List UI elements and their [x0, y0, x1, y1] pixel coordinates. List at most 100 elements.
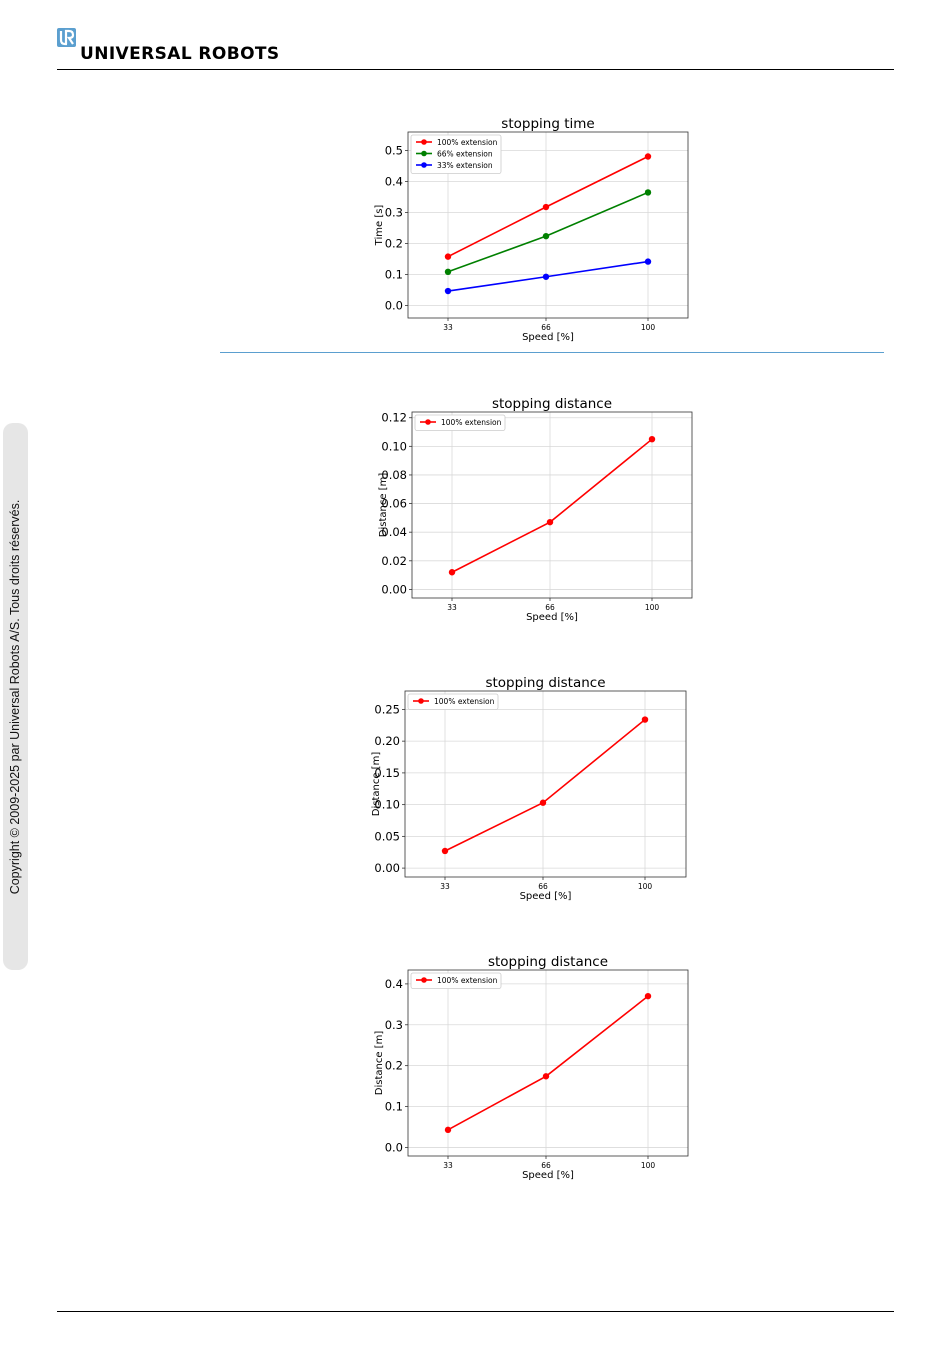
- plot-frame: [407, 131, 689, 319]
- y-tick-label: 0.1: [385, 268, 403, 282]
- series-line: [444, 718, 646, 852]
- x-tick-label: 33: [440, 882, 450, 891]
- x-tick-label: 100: [641, 323, 656, 332]
- y-tick-label: 0.00: [381, 582, 407, 596]
- y-axis-label: Distance [m]: [374, 1031, 385, 1096]
- y-tick-label: 0.10: [381, 439, 407, 453]
- y-tick-label: 0.0: [385, 1140, 403, 1154]
- x-tick-label: 100: [645, 603, 660, 612]
- x-tick-label: 66: [541, 1161, 551, 1170]
- plot-frame: [404, 690, 687, 878]
- header-divider: [57, 69, 894, 70]
- chart-title: stopping distance: [492, 396, 612, 412]
- data-point: [644, 153, 652, 160]
- data-point: [444, 268, 452, 276]
- x-tick-label: 33: [443, 1161, 453, 1170]
- header-logo: UNIVERSAL ROBOTS: [57, 27, 279, 67]
- stopping-distance-chart-1: stopping distance 0.00 0.02 0.04 0.06 0.08 0.1…: [378, 396, 693, 623]
- series-line: [447, 995, 649, 1131]
- x-axis-label: Speed [%]: [526, 612, 578, 623]
- y-tick-label: 0.20: [374, 734, 400, 748]
- y-tick-label: 0.4: [385, 977, 403, 991]
- data-point: [644, 189, 652, 196]
- x-tick-label: 66: [545, 603, 555, 612]
- series-line: [447, 191, 649, 273]
- y-tick-label: 0.06: [381, 497, 407, 511]
- data-point: [648, 435, 656, 443]
- section-divider: [220, 352, 884, 353]
- x-tick-label: 33: [447, 603, 457, 612]
- footer-divider: [57, 1311, 894, 1312]
- data-point: [542, 232, 550, 240]
- legend-marker: [421, 977, 427, 983]
- copyright-tab: [3, 423, 28, 970]
- legend-marker: [418, 698, 424, 704]
- stopping-distance-chart-2: stopping distance 0.00 0.05 0.10 0.15 0.20 0.2…: [371, 675, 687, 902]
- y-tick-label: 0.2: [385, 1059, 403, 1073]
- legend-label: 66% extension: [437, 149, 493, 158]
- legend-marker: [421, 162, 427, 168]
- plot-frame: [411, 411, 693, 599]
- y-tick-label: 0.05: [374, 829, 400, 843]
- data-point: [441, 847, 449, 855]
- legend-label: 100% extension: [437, 976, 498, 985]
- legend-label: 100% extension: [441, 418, 502, 427]
- plot-frame: [407, 969, 689, 1157]
- data-point: [542, 203, 550, 211]
- chart-title: stopping distance: [488, 954, 608, 970]
- stopping-time-chart: stopping time 0.0 0.1 0.2 0.3 0.4 0.5 33 66 100 Sp…: [374, 116, 689, 343]
- y-tick-label: 0.2: [385, 237, 403, 251]
- legend-marker: [421, 150, 427, 157]
- y-tick-label: 0.3: [385, 1018, 403, 1032]
- x-axis-label: Speed [%]: [522, 1170, 574, 1181]
- data-point: [448, 569, 456, 576]
- series-line: [451, 438, 653, 573]
- legend-marker: [425, 419, 431, 425]
- data-point: [546, 518, 554, 526]
- legend-box: [407, 693, 499, 710]
- data-point: [539, 799, 547, 806]
- y-tick-label: 0.25: [374, 702, 400, 716]
- x-tick-label: 100: [638, 882, 653, 891]
- y-tick-label: 0.02: [381, 554, 407, 568]
- legend-marker: [421, 139, 427, 145]
- data-point: [644, 992, 652, 1000]
- y-tick-label: 0.04: [381, 525, 407, 539]
- data-point: [444, 287, 452, 295]
- legend-box: [414, 414, 506, 431]
- data-point: [644, 258, 652, 265]
- y-tick-label: 0.3: [385, 206, 403, 220]
- brand-name: UNIVERSAL ROBOTS: [80, 44, 280, 64]
- y-tick-label: 0.1: [385, 1100, 403, 1114]
- y-axis-label: Distance [m]: [371, 752, 382, 817]
- x-tick-label: 33: [443, 323, 453, 332]
- x-axis-label: Speed [%]: [522, 332, 574, 343]
- chart-title: stopping time: [501, 116, 594, 132]
- y-axis-label: Time [s]: [374, 205, 385, 247]
- y-tick-label: 0.10: [374, 798, 400, 812]
- y-tick-label: 0.15: [374, 766, 400, 780]
- y-tick-label: 0.08: [381, 468, 407, 482]
- x-axis-label: Speed [%]: [520, 891, 572, 902]
- chart-title: stopping distance: [485, 675, 605, 691]
- data-point: [641, 716, 649, 723]
- legend-box: [410, 134, 502, 174]
- x-tick-label: 66: [541, 323, 551, 332]
- data-point: [542, 1073, 550, 1080]
- x-tick-label: 100: [641, 1161, 656, 1170]
- stopping-distance-chart-3: stopping distance 0.0 0.1 0.2 0.3 0.4 33 66 100 S…: [374, 954, 689, 1181]
- legend-label: 100% extension: [434, 697, 495, 706]
- y-axis-label: Distance [m]: [378, 473, 389, 538]
- data-point: [542, 273, 550, 280]
- ur-logo-icon: [57, 28, 76, 47]
- data-point: [444, 253, 452, 260]
- y-tick-label: 0.12: [381, 411, 407, 425]
- legend-label: 100% extension: [437, 138, 498, 147]
- y-tick-label: 0.0: [385, 299, 403, 313]
- x-tick-label: 66: [538, 882, 548, 891]
- y-tick-label: 0.5: [385, 144, 403, 158]
- data-point: [444, 1126, 452, 1134]
- y-tick-label: 0.4: [385, 175, 403, 189]
- legend-label: 33% extension: [437, 161, 493, 170]
- legend-box: [410, 972, 502, 989]
